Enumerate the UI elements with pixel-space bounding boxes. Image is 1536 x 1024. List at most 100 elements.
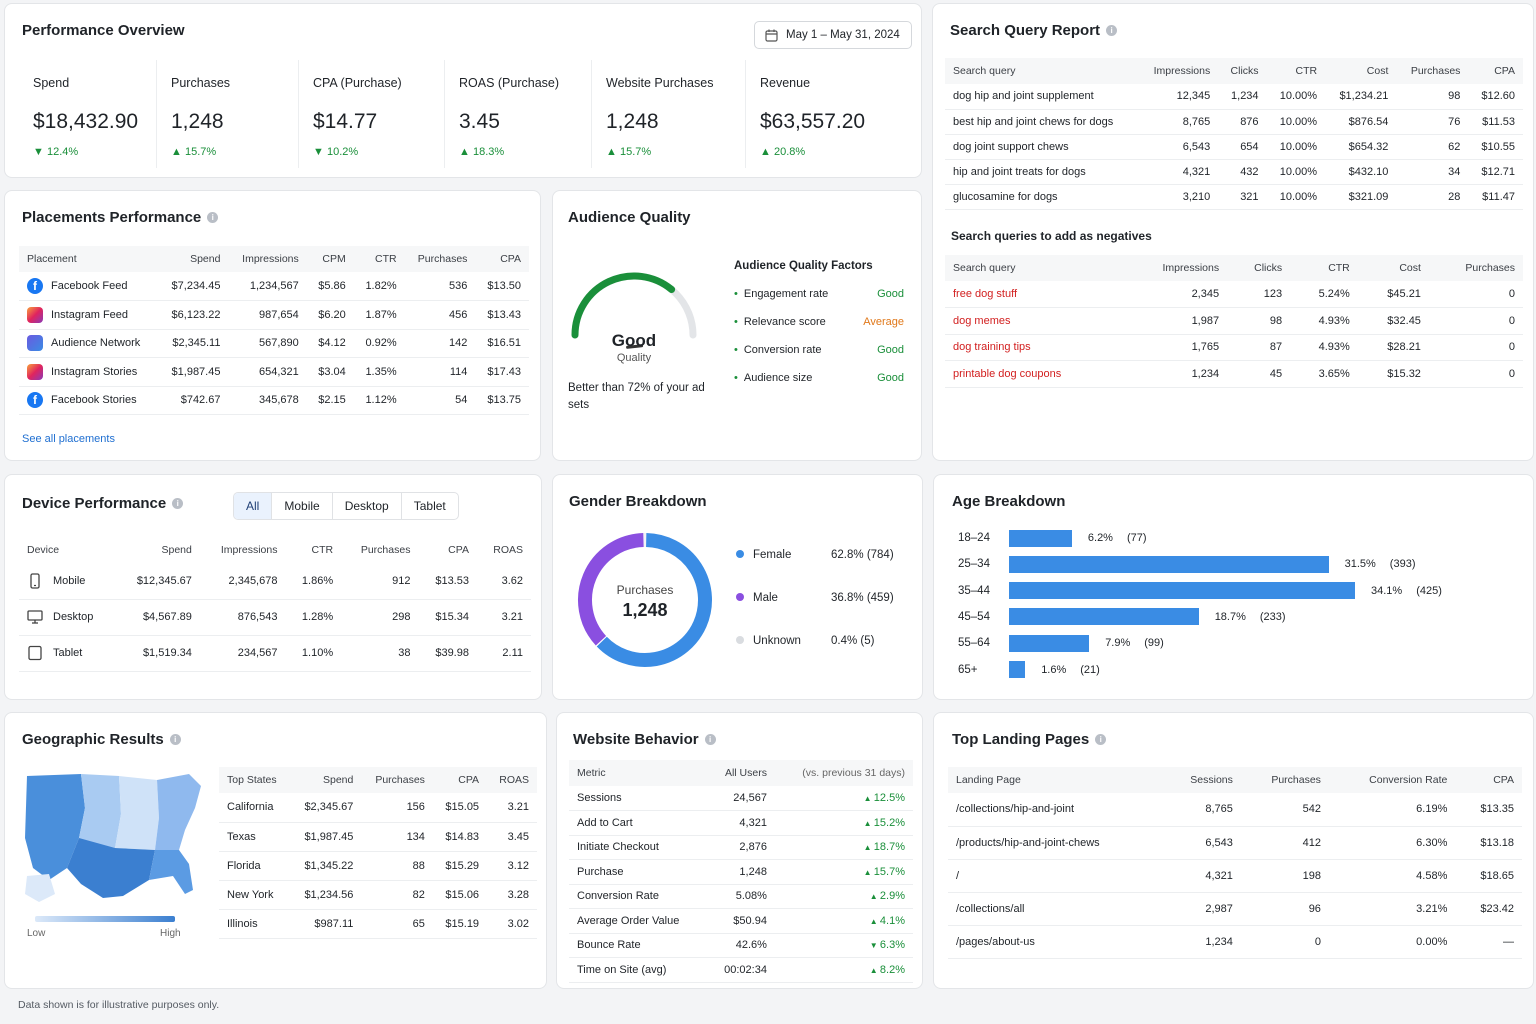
column-header[interactable]: Clicks	[1227, 255, 1291, 281]
kpi-purchases[interactable]: Purchases 1,248 ▲ 15.7%	[157, 60, 299, 168]
column-header[interactable]: Clicks	[1218, 58, 1267, 84]
donut-slice-male[interactable]	[578, 533, 644, 646]
column-header[interactable]: Purchases	[1396, 58, 1469, 84]
kpi-revenue[interactable]: Revenue $63,557.20 ▲ 20.8%	[746, 60, 906, 168]
column-header[interactable]: CTR	[353, 246, 405, 272]
legend-item-female[interactable]: Female 62.8% (784)	[736, 549, 906, 561]
column-header[interactable]: Sessions	[1162, 767, 1241, 793]
landing-page-path[interactable]: /collections/hip-and-joint	[948, 793, 1163, 827]
column-header[interactable]: Placement	[19, 246, 159, 272]
column-header[interactable]: CPA	[475, 246, 529, 272]
column-header[interactable]: Cost	[1325, 58, 1397, 84]
column-header[interactable]: Search query	[945, 58, 1139, 84]
table-row[interactable]: dog memes 1,987 98 4.93% $32.45 0	[945, 307, 1523, 335]
table-row[interactable]: Florida $1,345.22 88 $15.29 3.12	[219, 851, 537, 881]
column-header[interactable]: Purchases	[404, 246, 476, 272]
table-row[interactable]: printable dog coupons 1,234 45 3.65% $15.32 0	[945, 360, 1523, 388]
column-header[interactable]: Top States	[219, 767, 291, 793]
column-header[interactable]: ROAS	[487, 767, 537, 793]
tab-mobile[interactable]: Mobile	[272, 493, 333, 519]
column-header[interactable]: (vs. previous 31 days)	[774, 760, 913, 786]
table-row[interactable]: /products/hip-and-joint-chews 6,543 412 6.3…	[948, 826, 1522, 860]
age-bar[interactable]	[1009, 582, 1355, 600]
kpi-roas-purchase-[interactable]: ROAS (Purchase) 3.45 ▲ 18.3%	[445, 60, 592, 168]
table-row[interactable]: Instagram Feed $6,123.22 987,654 $6.20 1.87%…	[19, 300, 529, 330]
landing-page-path[interactable]: /pages/about-us	[948, 925, 1163, 959]
column-header[interactable]: CPA	[1455, 767, 1522, 793]
column-header[interactable]: Device	[19, 537, 117, 563]
column-header[interactable]: Search query	[945, 255, 1124, 281]
table-row[interactable]: dog training tips 1,765 87 4.93% $28.21 0	[945, 334, 1523, 361]
column-header[interactable]: Conversion Rate	[1328, 767, 1456, 793]
table-row[interactable]: Add to Cart 4,321 ▲ 15.2%	[569, 810, 913, 836]
column-header[interactable]: All Users	[706, 760, 775, 786]
info-icon[interactable]: i	[1106, 25, 1118, 36]
age-bar[interactable]	[1009, 555, 1329, 573]
table-row[interactable]: best hip and joint chews for dogs 8,765 87…	[945, 109, 1523, 135]
table-row[interactable]: free dog stuff 2,345 123 5.24% $45.21 0	[945, 281, 1523, 308]
column-header[interactable]: Cost	[1357, 255, 1429, 281]
column-header[interactable]: CPA	[418, 537, 477, 563]
table-row[interactable]: Instagram Stories $1,987.45 654,321 $3.04 1.…	[19, 357, 529, 387]
column-header[interactable]: CPM	[306, 246, 354, 272]
table-row[interactable]: f Facebook Feed $7,234.45 1,234,567 $5.86 1.8…	[19, 272, 529, 301]
info-icon[interactable]: i	[169, 734, 181, 745]
table-row[interactable]: /collections/all 2,987 96 3.21% $23.42	[948, 892, 1522, 926]
table-row[interactable]: /collections/hip-and-joint 8,765 542 6.19% $…	[948, 793, 1522, 827]
kpi-website-purchases[interactable]: Website Purchases 1,248 ▲ 15.7%	[592, 60, 746, 168]
age-bar[interactable]	[1009, 529, 1072, 547]
landing-page-path[interactable]: /	[948, 859, 1163, 893]
table-row[interactable]: dog joint support chews 6,543 654 10.00% $65…	[945, 134, 1523, 160]
kpi-spend[interactable]: Spend $18,432.90 ▼ 12.4%	[19, 60, 157, 168]
info-icon[interactable]: i	[704, 734, 716, 745]
column-header[interactable]: CTR	[285, 537, 342, 563]
column-header[interactable]: Impressions	[228, 246, 307, 272]
column-header[interactable]: Impressions	[199, 537, 286, 563]
column-header[interactable]: CTR	[1290, 255, 1358, 281]
column-header[interactable]: Spend	[290, 767, 362, 793]
table-row[interactable]: Mobile $12,345.67 2,345,678 1.86% 912 $13.53 3…	[19, 563, 531, 600]
tab-desktop[interactable]: Desktop	[333, 493, 402, 519]
table-row[interactable]: Illinois $987.11 65 $15.19 3.02	[219, 909, 537, 939]
tab-all[interactable]: All	[234, 493, 273, 519]
table-row[interactable]: New York $1,234.56 82 $15.06 3.28	[219, 880, 537, 910]
table-row[interactable]: /4,321 198 4.58% $18.65	[948, 859, 1522, 893]
info-icon[interactable]: i	[1095, 734, 1107, 745]
table-row[interactable]: Bounce Rate 42.6% ▼ 6.3%	[569, 933, 913, 958]
info-icon[interactable]: i	[207, 212, 219, 223]
column-header[interactable]: Metric	[569, 760, 707, 786]
table-row[interactable]: California $2,345.67 156 $15.05 3.21	[219, 793, 537, 823]
table-row[interactable]: f Facebook Stories $742.67 345,678 $2.15 1.12…	[19, 386, 529, 415]
table-row[interactable]: hip and joint treats for dogs 4,321 432 10.…	[945, 159, 1523, 185]
column-header[interactable]: Impressions	[1138, 58, 1219, 84]
table-row[interactable]: Sessions 24,567 ▲ 12.5%	[569, 786, 913, 811]
table-row[interactable]: /pages/about-us 1,234 0 0.00% —	[948, 925, 1522, 959]
column-header[interactable]: CPA	[432, 767, 488, 793]
table-row[interactable]: Time on Site (avg) 00:02:34 ▲ 8.2%	[569, 957, 913, 983]
column-header[interactable]: CPA	[1468, 58, 1523, 84]
landing-page-path[interactable]: /collections/all	[948, 892, 1163, 926]
table-row[interactable]: Conversion Rate 5.08% ▲ 2.9%	[569, 884, 913, 909]
column-header[interactable]: Purchases	[361, 767, 433, 793]
see-all-placements-link[interactable]: See all placements	[22, 433, 115, 445]
column-header[interactable]: Purchases	[1240, 767, 1329, 793]
tab-tablet[interactable]: Tablet	[413, 499, 446, 513]
age-bar[interactable]	[1009, 634, 1090, 652]
table-row[interactable]: dog hip and joint supplement 12,345 1,234 1…	[945, 84, 1523, 110]
table-row[interactable]: Desktop $4,567.89 876,543 1.28% 298 $15.34 3.2…	[19, 599, 531, 636]
column-header[interactable]: Spend	[158, 246, 229, 272]
table-row[interactable]: Tablet $1,519.34 234,567 1.10% 38 $39.98 2.11	[19, 635, 531, 672]
legend-item-unknown[interactable]: Unknown 0.4% (5)	[736, 635, 906, 647]
donut-slice-female[interactable]	[596, 533, 712, 667]
table-row[interactable]: Average Order Value $50.94 ▲ 4.1%	[569, 908, 913, 934]
column-header[interactable]: Spend	[116, 537, 200, 563]
column-header[interactable]: ROAS	[476, 537, 531, 563]
kpi-cpa-purchase-[interactable]: CPA (Purchase) $14.77 ▼ 10.2%	[299, 60, 445, 168]
table-row[interactable]: Initiate Checkout 2,876 ▲ 18.7%	[569, 835, 913, 860]
table-row[interactable]: glucosamine for dogs 3,210 321 10.00% $321.0…	[945, 184, 1523, 210]
column-header[interactable]: Purchases	[1428, 255, 1523, 281]
table-row[interactable]: Texas $1,987.45 134 $14.83 3.45	[219, 822, 537, 852]
date-range-button[interactable]: May 1 – May 31, 2024	[754, 21, 912, 49]
legend-item-male[interactable]: Male 36.8% (459)	[736, 592, 906, 604]
column-header[interactable]: CTR	[1266, 58, 1326, 84]
